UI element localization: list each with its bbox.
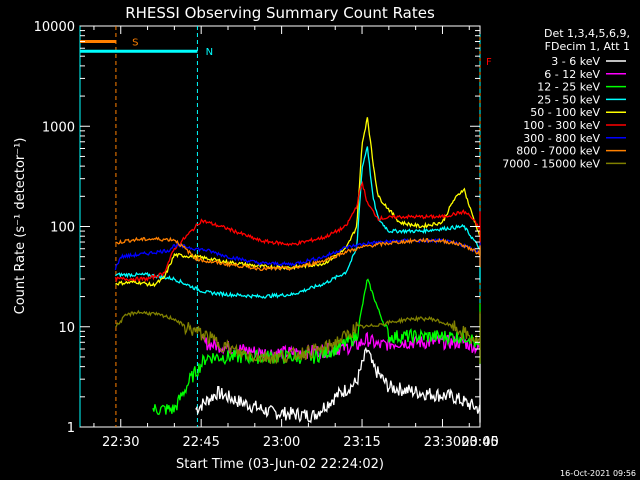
series-line-3 — [114, 146, 481, 299]
legend-header-1: FDecim 1, Att 1 — [545, 40, 630, 53]
y-tick-label-0: 1 — [67, 421, 75, 436]
series-line-4 — [114, 117, 481, 288]
mode-bars — [80, 40, 198, 53]
annotation-label-1: N — [206, 47, 213, 58]
legend-label-5: 100 - 300 keV — [523, 119, 600, 132]
y-tick-label-4: 10000 — [34, 20, 75, 35]
legend-label-2: 12 - 25 keV — [537, 81, 600, 94]
x-tick-label-3: 23:15 — [343, 435, 380, 450]
x-axis-label: Start Time (03-Jun-02 22:24:02) — [176, 457, 384, 472]
chart-title: RHESSI Observing Summary Count Rates — [125, 4, 435, 22]
legend-label-4: 50 - 100 keV — [530, 106, 600, 119]
series-line-8 — [115, 309, 481, 365]
x-tick-label-5: 23:45 — [461, 435, 498, 450]
annotations: S N F — [132, 38, 492, 68]
x-tick-label-2: 23:00 — [263, 435, 300, 450]
series-line-5 — [114, 180, 481, 283]
plot-area: SNF 22:30 22:45 23:00 23:15 23:30 23:4500:00 … — [34, 20, 499, 450]
legend-label-8: 7000 - 15000 keV — [502, 157, 600, 170]
y-axis-label: Count Rate (s⁻¹ detector⁻¹) — [13, 138, 28, 315]
y-tick-label-1: 10 — [58, 321, 75, 336]
legend-label-6: 300 - 800 keV — [523, 132, 600, 145]
legend-label-1: 6 - 12 keV — [544, 68, 600, 81]
plot-frame — [79, 25, 481, 428]
legend: Det 1,3,4,5,6,9,FDecim 1, Att 1 3 - 6 keV… — [502, 27, 630, 170]
series-lines — [114, 117, 481, 424]
y-tick-label-3: 1000 — [42, 120, 75, 135]
annotation-label-2: F — [486, 57, 492, 68]
legend-label-3: 25 - 50 keV — [537, 93, 600, 106]
series-line-0 — [195, 346, 481, 424]
vertical-lines — [79, 26, 481, 427]
y-tick-label-2: 100 — [50, 221, 75, 236]
series-line-7 — [115, 236, 481, 272]
x-tick-label-1: 22:45 — [182, 435, 219, 450]
legend-label-0: 3 - 6 keV — [551, 55, 600, 68]
legend-label-7: 800 - 7000 keV — [516, 145, 600, 158]
x-tick-label-0: 22:30 — [102, 435, 139, 450]
x-tick-label-4: 23:30 — [424, 435, 461, 450]
annotation-label-0: S — [132, 38, 138, 49]
y-axis: 1 10 100 1000 10000 — [34, 20, 480, 436]
timestamp: 16-Oct-2021 09:56 — [560, 469, 636, 478]
x-tick-label-6: 00:00 — [461, 435, 498, 450]
legend-header-0: Det 1,3,4,5,6,9, — [544, 27, 630, 40]
series-line-6 — [114, 238, 481, 271]
